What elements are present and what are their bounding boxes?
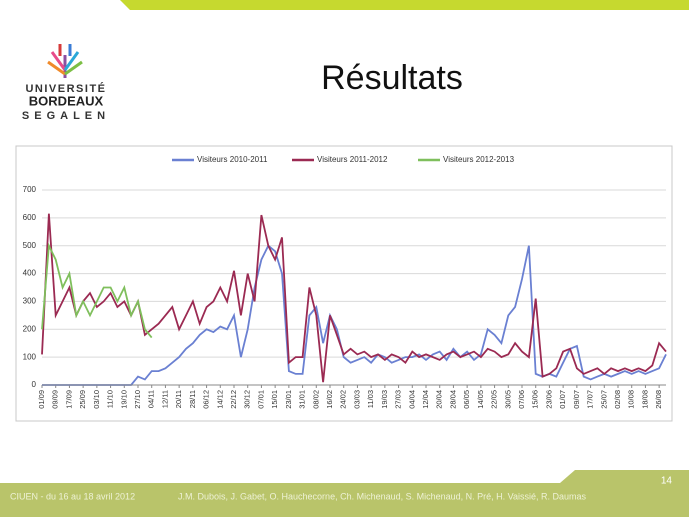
x-tick-label: 17/07 bbox=[586, 390, 595, 409]
series-line bbox=[42, 244, 667, 386]
series-line bbox=[41, 213, 667, 383]
x-tick-label: 27/10 bbox=[133, 390, 142, 409]
y-tick-label: 400 bbox=[23, 269, 37, 278]
x-tick-label: 07/01 bbox=[256, 390, 265, 409]
x-tick-label: 12/04 bbox=[421, 390, 430, 409]
x-tick-label: 23/01 bbox=[284, 390, 293, 409]
x-tick-label: 19/03 bbox=[380, 390, 389, 409]
x-tick-label: 22/05 bbox=[490, 390, 499, 409]
footer-event: CIUEN - du 16 au 18 avril 2012 bbox=[10, 491, 135, 501]
bottom-band bbox=[0, 470, 689, 517]
x-tick-label: 24/02 bbox=[339, 390, 348, 409]
y-tick-label: 300 bbox=[23, 297, 37, 306]
x-tick-label: 04/11 bbox=[147, 390, 156, 408]
x-tick-label: 03/03 bbox=[352, 390, 361, 409]
x-tick-label: 25/09 bbox=[78, 390, 87, 409]
x-tick-label: 11/10 bbox=[106, 390, 115, 408]
logo-text: BORDEAUX bbox=[29, 93, 104, 108]
series-line bbox=[41, 242, 153, 339]
legend-label: Visiteurs 2011-2012 bbox=[317, 155, 388, 164]
page-number: 14 bbox=[661, 476, 673, 487]
x-tick-label: 19/10 bbox=[119, 390, 128, 409]
x-tick-label: 15/01 bbox=[270, 390, 279, 409]
x-tick-label: 06/12 bbox=[202, 390, 211, 409]
x-tick-label: 01/07 bbox=[558, 390, 567, 409]
x-tick-label: 11/03 bbox=[366, 390, 375, 408]
legend-label: Visiteurs 2010-2011 bbox=[197, 155, 268, 164]
x-tick-label: 02/08 bbox=[613, 390, 622, 409]
x-tick-label: 07/06 bbox=[517, 390, 526, 409]
x-tick-label: 30/05 bbox=[503, 390, 512, 409]
x-tick-label: 27/03 bbox=[394, 390, 403, 409]
x-tick-label: 04/04 bbox=[407, 390, 416, 409]
x-tick-label: 15/06 bbox=[531, 390, 540, 409]
y-tick-label: 200 bbox=[23, 324, 37, 333]
slide-title: Résultats bbox=[321, 59, 463, 97]
x-tick-label: 20/04 bbox=[435, 390, 444, 409]
x-tick-label: 25/07 bbox=[599, 390, 608, 409]
y-tick-label: 0 bbox=[32, 380, 37, 389]
x-tick-label: 06/05 bbox=[462, 390, 471, 409]
top-band bbox=[0, 0, 689, 10]
y-tick-label: 700 bbox=[23, 185, 37, 194]
y-tick-label: 600 bbox=[23, 213, 37, 222]
footer-authors: J.M. Dubois, J. Gabet, O. Hauchecorne, C… bbox=[178, 491, 587, 501]
x-tick-label: 10/08 bbox=[627, 390, 636, 409]
x-tick-label: 26/08 bbox=[654, 390, 663, 409]
logo-text: UNIVERSITÉ bbox=[25, 82, 106, 95]
y-tick-label: 100 bbox=[23, 352, 37, 361]
x-tick-label: 20/11 bbox=[174, 390, 183, 408]
x-tick-label: 09/09 bbox=[51, 390, 60, 409]
x-tick-label: 08/02 bbox=[311, 390, 320, 409]
logo-text: SEGALEN bbox=[22, 110, 110, 122]
x-tick-label: 30/12 bbox=[243, 390, 252, 409]
x-tick-label: 28/04 bbox=[448, 390, 457, 409]
x-tick-label: 22/12 bbox=[229, 390, 238, 409]
x-tick-label: 09/07 bbox=[572, 390, 581, 409]
chart: 0 100 200 300 400 500 600 700 01/09 09/09 17/09 25/… bbox=[23, 155, 667, 409]
x-tick-label: 01/09 bbox=[37, 390, 46, 409]
y-tick-label: 500 bbox=[23, 241, 37, 250]
x-tick-label: 14/05 bbox=[476, 390, 485, 409]
logo-icon bbox=[47, 44, 83, 78]
x-tick-label: 18/08 bbox=[640, 390, 649, 409]
x-tick-label: 16/02 bbox=[325, 390, 334, 409]
legend-label: Visiteurs 2012-2013 bbox=[443, 155, 515, 164]
x-tick-label: 28/11 bbox=[188, 390, 197, 408]
x-tick-label: 31/01 bbox=[298, 390, 307, 409]
x-tick-label: 23/06 bbox=[544, 390, 553, 409]
x-tick-label: 03/10 bbox=[92, 390, 101, 409]
x-tick-label: 14/12 bbox=[215, 390, 224, 409]
chart-frame bbox=[15, 145, 673, 422]
x-tick-label: 12/11 bbox=[160, 390, 169, 408]
x-tick-label: 17/09 bbox=[64, 390, 73, 409]
